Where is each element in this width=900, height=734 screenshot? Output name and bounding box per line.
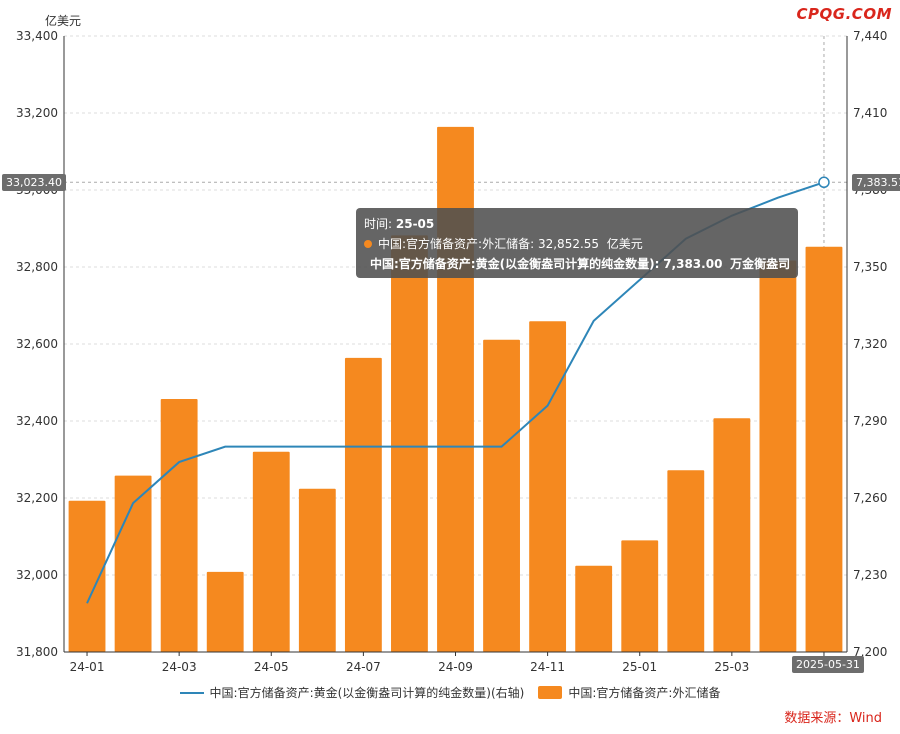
y-right-tick-label: 7,350	[853, 260, 887, 274]
bar	[713, 418, 751, 652]
bar	[529, 321, 567, 652]
x-tick-label: 25-01	[622, 660, 657, 674]
y-left-tick-label: 32,800	[16, 260, 58, 274]
legend-bar-swatch-icon	[538, 686, 563, 699]
legend-item-gold[interactable]: 中国:官方储备资产:黄金(以金衡盎司计算的纯金数量)(右轴)	[179, 684, 525, 701]
bar	[160, 399, 198, 652]
legend: 中国:官方储备资产:黄金(以金衡盎司计算的纯金数量)(右轴) 中国:官方储备资产…	[0, 684, 900, 701]
axes: 31,80032,00032,20032,40032,60032,80033,0…	[16, 29, 887, 674]
legend-gold-label: 中国:官方储备资产:黄金(以金衡盎司计算的纯金数量)(右轴)	[209, 686, 525, 700]
legend-item-fx[interactable]: 中国:官方储备资产:外汇储备	[538, 684, 720, 701]
tooltip-fx-dot-icon	[364, 240, 372, 248]
bar	[68, 500, 106, 652]
tooltip-gold-value: 7,383.00	[663, 257, 723, 271]
brand-logo-text: CPQG.COM	[796, 5, 892, 23]
y-left-tick-label: 32,000	[16, 568, 58, 582]
bar	[621, 540, 659, 652]
y-left-tick-label: 31,800	[16, 645, 58, 659]
bar	[805, 246, 843, 652]
bar	[344, 357, 382, 652]
x-tick-label: 24-11	[530, 660, 565, 674]
x-tick-label: 25-03	[714, 660, 749, 674]
left-axis-unit: 亿美元	[45, 13, 81, 28]
y-left-tick-label: 33,400	[16, 29, 58, 43]
bar	[437, 126, 474, 653]
tooltip-gold-label: 中国:官方储备资产:黄金(以金衡盎司计算的纯金数量):	[370, 257, 660, 271]
y-right-tick-label: 7,410	[853, 106, 887, 120]
bar	[252, 451, 290, 652]
data-source: 数据来源：Wind	[784, 711, 882, 726]
tooltip: 时间: 25-05 中国:官方储备资产:外汇储备: 32,852.55 亿美元 …	[356, 208, 798, 278]
tooltip-time-value: 25-05	[395, 217, 435, 231]
tooltip-fx-label: 中国:官方储备资产:外汇储备:	[378, 237, 535, 251]
y-right-tick-label: 7,290	[853, 414, 887, 428]
x-tick-label: 24-05	[254, 660, 289, 674]
y-right-tick-label: 7,200	[853, 645, 887, 659]
tooltip-gold-unit: 万金衡盎司	[730, 257, 791, 271]
bar	[114, 475, 152, 652]
tooltip-time-row: 时间: 25-05	[364, 214, 790, 234]
tooltip-row-fx: 中国:官方储备资产:外汇储备: 32,852.55 亿美元	[364, 234, 790, 254]
bar	[483, 339, 520, 652]
x-tick-label: 24-09	[438, 660, 473, 674]
gold-line-highlight-point	[818, 176, 830, 189]
legend-line-swatch-icon	[179, 691, 204, 694]
right-crosshair-value: 7,383.51	[852, 174, 900, 191]
bar	[206, 571, 244, 652]
left-crosshair-value: 33,023.40	[2, 174, 66, 191]
legend-fx-label: 中国:官方储备资产:外汇储备	[568, 686, 721, 700]
x-tick-label: 24-01	[70, 660, 105, 674]
bar	[667, 470, 705, 652]
tooltip-row-gold: 中国:官方储备资产:黄金(以金衡盎司计算的纯金数量): 7,383.00 万金衡…	[364, 254, 790, 274]
bar-series	[68, 126, 843, 653]
tooltip-time-label: 时间:	[364, 217, 393, 231]
y-left-tick-label: 32,200	[16, 491, 58, 505]
y-right-tick-label: 7,320	[853, 337, 887, 351]
bar	[391, 235, 428, 652]
y-right-tick-label: 7,440	[853, 29, 887, 43]
y-left-tick-label: 32,400	[16, 414, 58, 428]
bar	[298, 488, 336, 652]
bar	[759, 260, 797, 652]
y-right-tick-label: 7,260	[853, 491, 887, 505]
tooltip-fx-value: 32,852.55	[537, 237, 600, 251]
x-crosshair-value: 2025-05-31	[792, 656, 864, 673]
x-tick-label: 24-03	[162, 660, 197, 674]
y-left-tick-label: 33,200	[16, 106, 58, 120]
tooltip-fx-unit: 亿美元	[606, 237, 643, 251]
y-left-tick-label: 32,600	[16, 337, 58, 351]
bar	[575, 565, 613, 652]
y-right-tick-label: 7,230	[853, 568, 887, 582]
x-tick-label: 24-07	[346, 660, 381, 674]
